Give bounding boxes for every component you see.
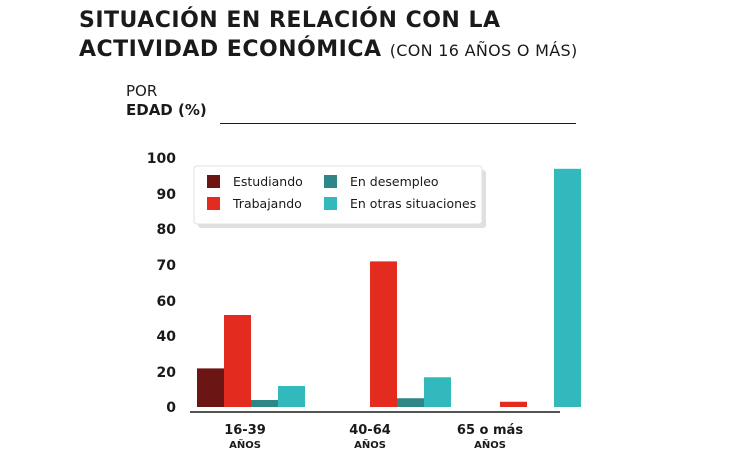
by-label-line-2: EDAD (%) [126, 101, 207, 119]
header-rule [220, 123, 576, 124]
bar [500, 401, 527, 407]
legend-label: Trabajando [232, 196, 302, 211]
y-tick-label: 70 [157, 258, 177, 274]
bar [370, 261, 397, 407]
chart-title-line-1: SITUACIÓN EN RELACIÓN CON LA [79, 8, 501, 33]
x-tick-label-sub: AÑOS [474, 438, 506, 451]
y-tick-label: 100 [147, 151, 176, 167]
legend-label: En desempleo [350, 174, 439, 189]
legend-swatch [324, 197, 337, 210]
legend-swatch [207, 175, 220, 188]
bar [224, 315, 251, 407]
y-tick-label: 40 [157, 329, 177, 345]
chart-title-line-2: ACTIVIDAD ECONÓMICA (CON 16 AÑOS O MÁS) [79, 35, 578, 65]
y-tick-label: 90 [157, 187, 177, 203]
bar [397, 398, 424, 407]
legend-label: En otras situaciones [350, 196, 476, 211]
legend-label: Estudiando [233, 174, 303, 189]
chart-subtitle: (CON 16 AÑOS O MÁS) [389, 41, 578, 60]
legend-box [193, 165, 483, 225]
y-tick-label: 80 [157, 222, 177, 238]
x-tick-label-sub: AÑOS [354, 438, 386, 451]
x-tick-label: 40-64 [349, 423, 391, 438]
x-tick-label-sub: AÑOS [229, 438, 261, 451]
bar [424, 377, 451, 407]
bar [197, 368, 224, 407]
title-block: SITUACIÓN EN RELACIÓN CON LA ACTIVIDAD E… [79, 6, 578, 65]
y-tick-label: 20 [157, 365, 177, 381]
bar [251, 400, 278, 407]
by-label-line-1: POR [126, 82, 158, 100]
y-tick-label: 0 [166, 400, 176, 416]
legend-swatch [207, 197, 220, 210]
y-tick-label: 60 [157, 294, 177, 310]
x-tick-label: 16-39 [224, 423, 266, 438]
bar [278, 386, 305, 407]
chart-title-line-2-text: ACTIVIDAD ECONÓMICA [79, 37, 382, 62]
by-label: POR EDAD (%) [126, 82, 207, 120]
legend-swatch [324, 175, 337, 188]
bar [554, 168, 581, 407]
x-tick-label: 65 o más [457, 423, 523, 438]
